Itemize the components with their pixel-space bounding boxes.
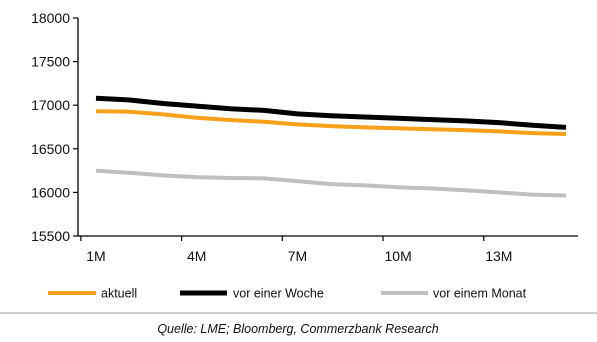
x-tick-label: 4M [187,248,206,264]
series-line-1 [95,109,567,136]
legend-label-2: vor einer Woche [233,287,324,301]
x-axis: 1M 4M 7M 10M 13M [78,235,578,264]
series-line-3 [95,168,567,198]
x-tick-label: 1M [86,248,105,264]
x-tick-label: 13M [485,248,512,264]
y-tick-label: 16000 [31,184,70,200]
y-axis: 15500 16000 16500 17000 17500 18000 [31,10,79,244]
y-tick-label: 18000 [31,10,70,26]
series-line-2 [95,95,567,130]
y-tick-label: 16500 [31,141,70,157]
x-tick-label: 10M [385,248,412,264]
x-tick-label: 7M [288,248,307,264]
source-note: Quelle: LME; Bloomberg, Commerzbank Rese… [157,322,438,336]
legend: aktuell vor einer Woche vor einem Monat [48,287,527,301]
y-tick-label: 17000 [31,97,70,113]
series-lines [95,95,567,198]
y-tick-label: 15500 [31,228,70,244]
y-tick-label: 17500 [31,54,70,70]
legend-label-3: vor einem Monat [433,287,527,301]
legend-label-1: aktuell [101,287,137,301]
